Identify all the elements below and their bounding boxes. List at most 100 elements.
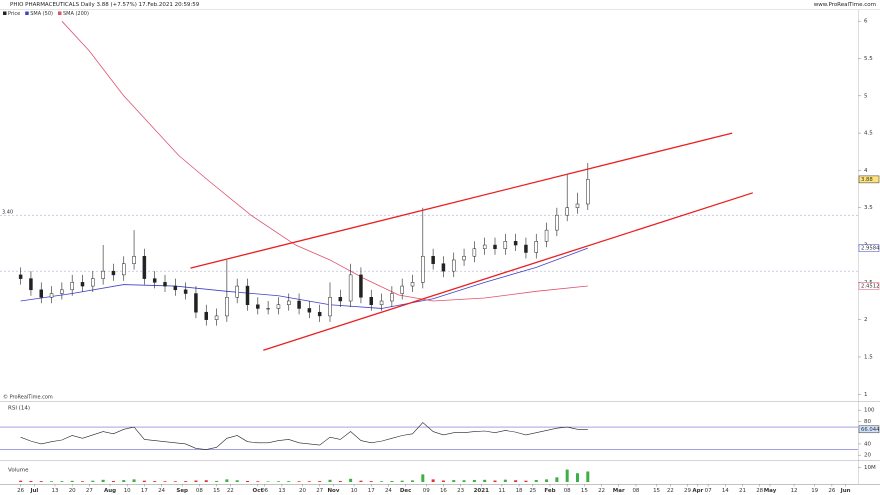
candle-body	[60, 289, 64, 294]
volume-bar	[380, 481, 384, 482]
x-tick-label: 12	[791, 488, 798, 494]
volume-bar	[576, 473, 579, 482]
x-tick-label: 08	[632, 488, 639, 494]
x-tick-label: 26	[17, 488, 24, 494]
x-tick-label: 08	[196, 488, 203, 494]
candle-body	[297, 300, 301, 309]
candle-body	[503, 241, 508, 250]
volume-bar	[493, 480, 497, 482]
volume-bar	[163, 481, 167, 482]
x-tick-label: 24	[158, 488, 165, 494]
volume-bar	[390, 480, 394, 482]
volume-bar	[524, 480, 528, 482]
volume-bar	[411, 480, 414, 482]
y-tick-label: 80	[864, 419, 871, 425]
horizontal-line-label: 3.40	[2, 210, 13, 216]
candle-body	[441, 263, 446, 272]
candle-body	[266, 308, 270, 310]
x-tick-label: 24	[385, 488, 392, 494]
x-tick-label: 22	[598, 488, 605, 494]
volume-bar	[111, 480, 115, 482]
volume-bar	[153, 481, 157, 482]
last-value-label: 2.9584	[861, 246, 880, 252]
y-tick-label: 4	[864, 168, 868, 174]
volume-bar	[246, 480, 249, 482]
x-tick-label: Aug	[104, 488, 116, 494]
last-value-label: 2.4512	[861, 283, 880, 289]
y-tick-label: 6	[864, 19, 868, 25]
x-tick-label: 07	[705, 488, 712, 494]
legend-swatch	[3, 11, 7, 15]
candle-body	[534, 241, 538, 253]
volume-bar	[29, 480, 33, 482]
volume-bar	[534, 479, 538, 482]
volume-bar	[338, 480, 342, 482]
x-tick-label: Apr	[692, 488, 703, 494]
candle-body	[122, 263, 126, 276]
last-value-badge: 66.044	[858, 425, 880, 434]
x-tick-label: Nov	[327, 488, 339, 494]
candle-body	[101, 270, 105, 279]
trendline	[263, 192, 754, 351]
legend-label: SMA (200)	[63, 11, 89, 17]
last-value-box	[858, 425, 880, 434]
last-value-label: 66.044	[861, 427, 880, 433]
candle-body	[379, 300, 384, 305]
legend-swatch	[25, 11, 29, 15]
volume-bar	[555, 477, 559, 482]
x-tick-label: 29	[684, 488, 691, 494]
volume-bar	[514, 480, 518, 482]
candle-body	[348, 274, 353, 302]
volume-bar	[421, 474, 425, 482]
x-tick-label: 14	[722, 488, 729, 494]
x-tick-label: 16	[440, 488, 447, 494]
x-tick-label: 26	[828, 488, 835, 494]
last-value-badge: 3.88	[858, 175, 880, 184]
candle-body	[49, 293, 54, 298]
x-tick-label: 15	[581, 488, 588, 494]
x-tick-label: 20	[69, 488, 76, 494]
x-tick-label: 21	[739, 488, 746, 494]
volume-bar	[101, 479, 105, 482]
volume-bar	[266, 481, 270, 482]
candle-body	[390, 293, 394, 302]
candle-body	[482, 244, 487, 250]
candle-body	[70, 282, 74, 291]
last-value-badge: 2.9584	[858, 244, 880, 252]
candle-body	[152, 278, 157, 283]
x-tick-label: 06	[261, 488, 268, 494]
volume-bar	[142, 480, 146, 482]
candle-body	[452, 259, 456, 272]
candle-body	[421, 255, 425, 283]
candle-body	[204, 311, 208, 320]
x-tick-label: 22	[227, 488, 234, 494]
volume-bar	[276, 481, 280, 482]
legend-label: Price	[8, 11, 20, 17]
volume-bar	[81, 481, 84, 482]
x-tick-label: 15	[213, 488, 220, 494]
candle-body	[194, 293, 198, 313]
volume-bar	[503, 479, 507, 482]
x-tick-label: 09	[423, 488, 430, 494]
x-tick-label: 27	[316, 488, 323, 494]
candle-body	[225, 297, 229, 317]
volume-bar	[441, 480, 445, 482]
moving-average	[20, 247, 588, 309]
y-tick-label: 5.5	[864, 56, 873, 62]
candle-body	[328, 297, 332, 317]
volume-bar	[369, 481, 373, 482]
volume-bar	[19, 480, 23, 482]
y-tick-label: 4.5	[864, 131, 873, 137]
last-value-box	[858, 282, 880, 290]
volume-bar	[256, 481, 260, 482]
candle-body	[142, 255, 147, 279]
legend-label: SMA (50)	[30, 11, 53, 17]
x-tick-label: Sep	[176, 488, 188, 494]
volume-bar	[462, 480, 466, 482]
volume-title: Volume	[8, 468, 29, 474]
y-tick-label: 2	[864, 317, 868, 323]
x-tick-label: 20	[299, 488, 306, 494]
volume-bar	[400, 480, 404, 482]
